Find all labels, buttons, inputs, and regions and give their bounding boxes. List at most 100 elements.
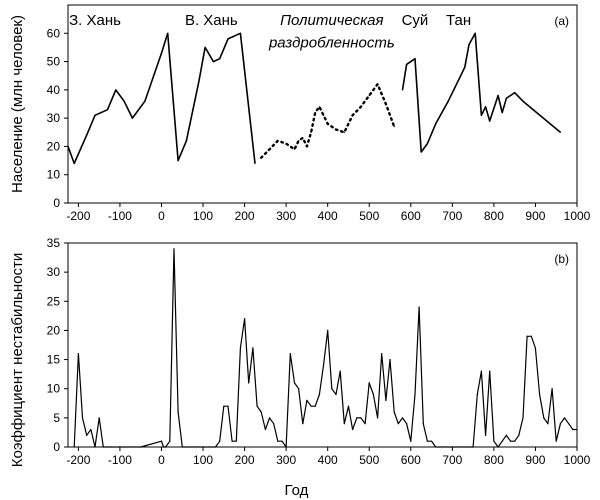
data-point [368, 94, 370, 97]
data-point [227, 405, 229, 407]
series-line [260, 82, 396, 159]
data-point [480, 370, 483, 372]
data-point [144, 100, 146, 102]
data-point [81, 417, 84, 419]
data-point [77, 353, 79, 355]
y-tick-label: 40 [47, 83, 61, 97]
series-line [166, 32, 256, 164]
data-point [339, 370, 341, 372]
y-tick-label: 25 [47, 294, 61, 308]
data-point [212, 60, 215, 63]
data-point [160, 52, 163, 54]
data-point [277, 440, 279, 442]
x-tick-label: -200 [66, 453, 90, 467]
x-tick-label: 300 [276, 453, 296, 467]
data-point [86, 434, 88, 436]
data-point [435, 123, 437, 125]
data-point [268, 148, 271, 150]
x-tick-label: 300 [276, 209, 296, 223]
data-point [204, 46, 206, 49]
data-point [372, 393, 374, 396]
y-tick-label: 35 [47, 236, 61, 250]
data-point [410, 440, 412, 442]
data-point [406, 63, 408, 65]
data-point [364, 423, 366, 425]
y-axis-title: Коэффициент нестабильности [9, 253, 26, 468]
data-point [293, 382, 296, 384]
data-point [420, 151, 422, 153]
data-point [165, 446, 167, 448]
data-point [119, 446, 121, 448]
data-point [298, 388, 300, 390]
data-point [243, 318, 246, 320]
data-point [501, 440, 503, 442]
data-point [273, 423, 275, 425]
y-tick-label: 30 [47, 265, 61, 279]
data-point [227, 38, 229, 40]
x-tick-label: 400 [318, 453, 338, 467]
x-tick-label: 800 [484, 453, 504, 467]
data-point [464, 66, 466, 68]
data-point [563, 417, 566, 419]
data-point [389, 358, 391, 361]
x-tick-label: 100 [193, 453, 213, 467]
x-tick-label: 1000 [564, 453, 591, 467]
data-point [67, 145, 69, 148]
data-point [393, 126, 395, 128]
x-axis-title: Год [285, 482, 309, 499]
data-point [484, 434, 487, 436]
data-point [335, 128, 337, 131]
data-point [94, 114, 96, 116]
panel-label: (b) [554, 252, 569, 266]
data-point [476, 393, 478, 396]
data-point [381, 353, 383, 355]
data-point [223, 405, 225, 407]
data-point [219, 440, 221, 442]
data-point [509, 440, 512, 442]
data-point [451, 446, 453, 448]
data-point [526, 335, 528, 337]
data-point [239, 32, 242, 34]
data-point [318, 393, 320, 396]
data-point [426, 440, 429, 442]
data-point [497, 446, 499, 448]
data-point [401, 89, 404, 91]
data-point [401, 417, 404, 419]
data-point [254, 162, 256, 164]
data-point [376, 83, 379, 85]
x-tick-label: 800 [484, 209, 504, 223]
y-tick-label: 10 [47, 168, 61, 182]
x-tick-label: -100 [108, 453, 132, 467]
data-point [406, 423, 408, 425]
data-point [198, 80, 200, 82]
data-point [335, 393, 337, 396]
data-point [543, 417, 545, 419]
data-point [422, 423, 424, 425]
x-tick-label: 500 [359, 209, 379, 223]
series-line [401, 57, 422, 153]
data-point [98, 417, 100, 419]
data-point [219, 58, 221, 60]
data-point [347, 405, 350, 407]
data-point [214, 446, 217, 448]
era-label: Политическая [280, 12, 383, 29]
data-point [484, 106, 487, 108]
data-point [376, 417, 379, 419]
data-point [322, 114, 325, 116]
data-point [302, 137, 304, 139]
data-point [167, 32, 169, 34]
data-point [289, 353, 291, 355]
data-point [559, 423, 561, 425]
data-point [468, 446, 470, 448]
y-tick-label: 15 [47, 353, 61, 367]
data-point [314, 111, 316, 114]
data-point [327, 329, 329, 332]
era-label: раздробленность [268, 34, 395, 51]
data-point [460, 75, 462, 77]
data-point [115, 89, 117, 91]
data-point [302, 423, 304, 425]
data-point [111, 446, 113, 448]
data-point [202, 446, 204, 448]
data-point [248, 382, 250, 384]
data-point [410, 60, 412, 63]
